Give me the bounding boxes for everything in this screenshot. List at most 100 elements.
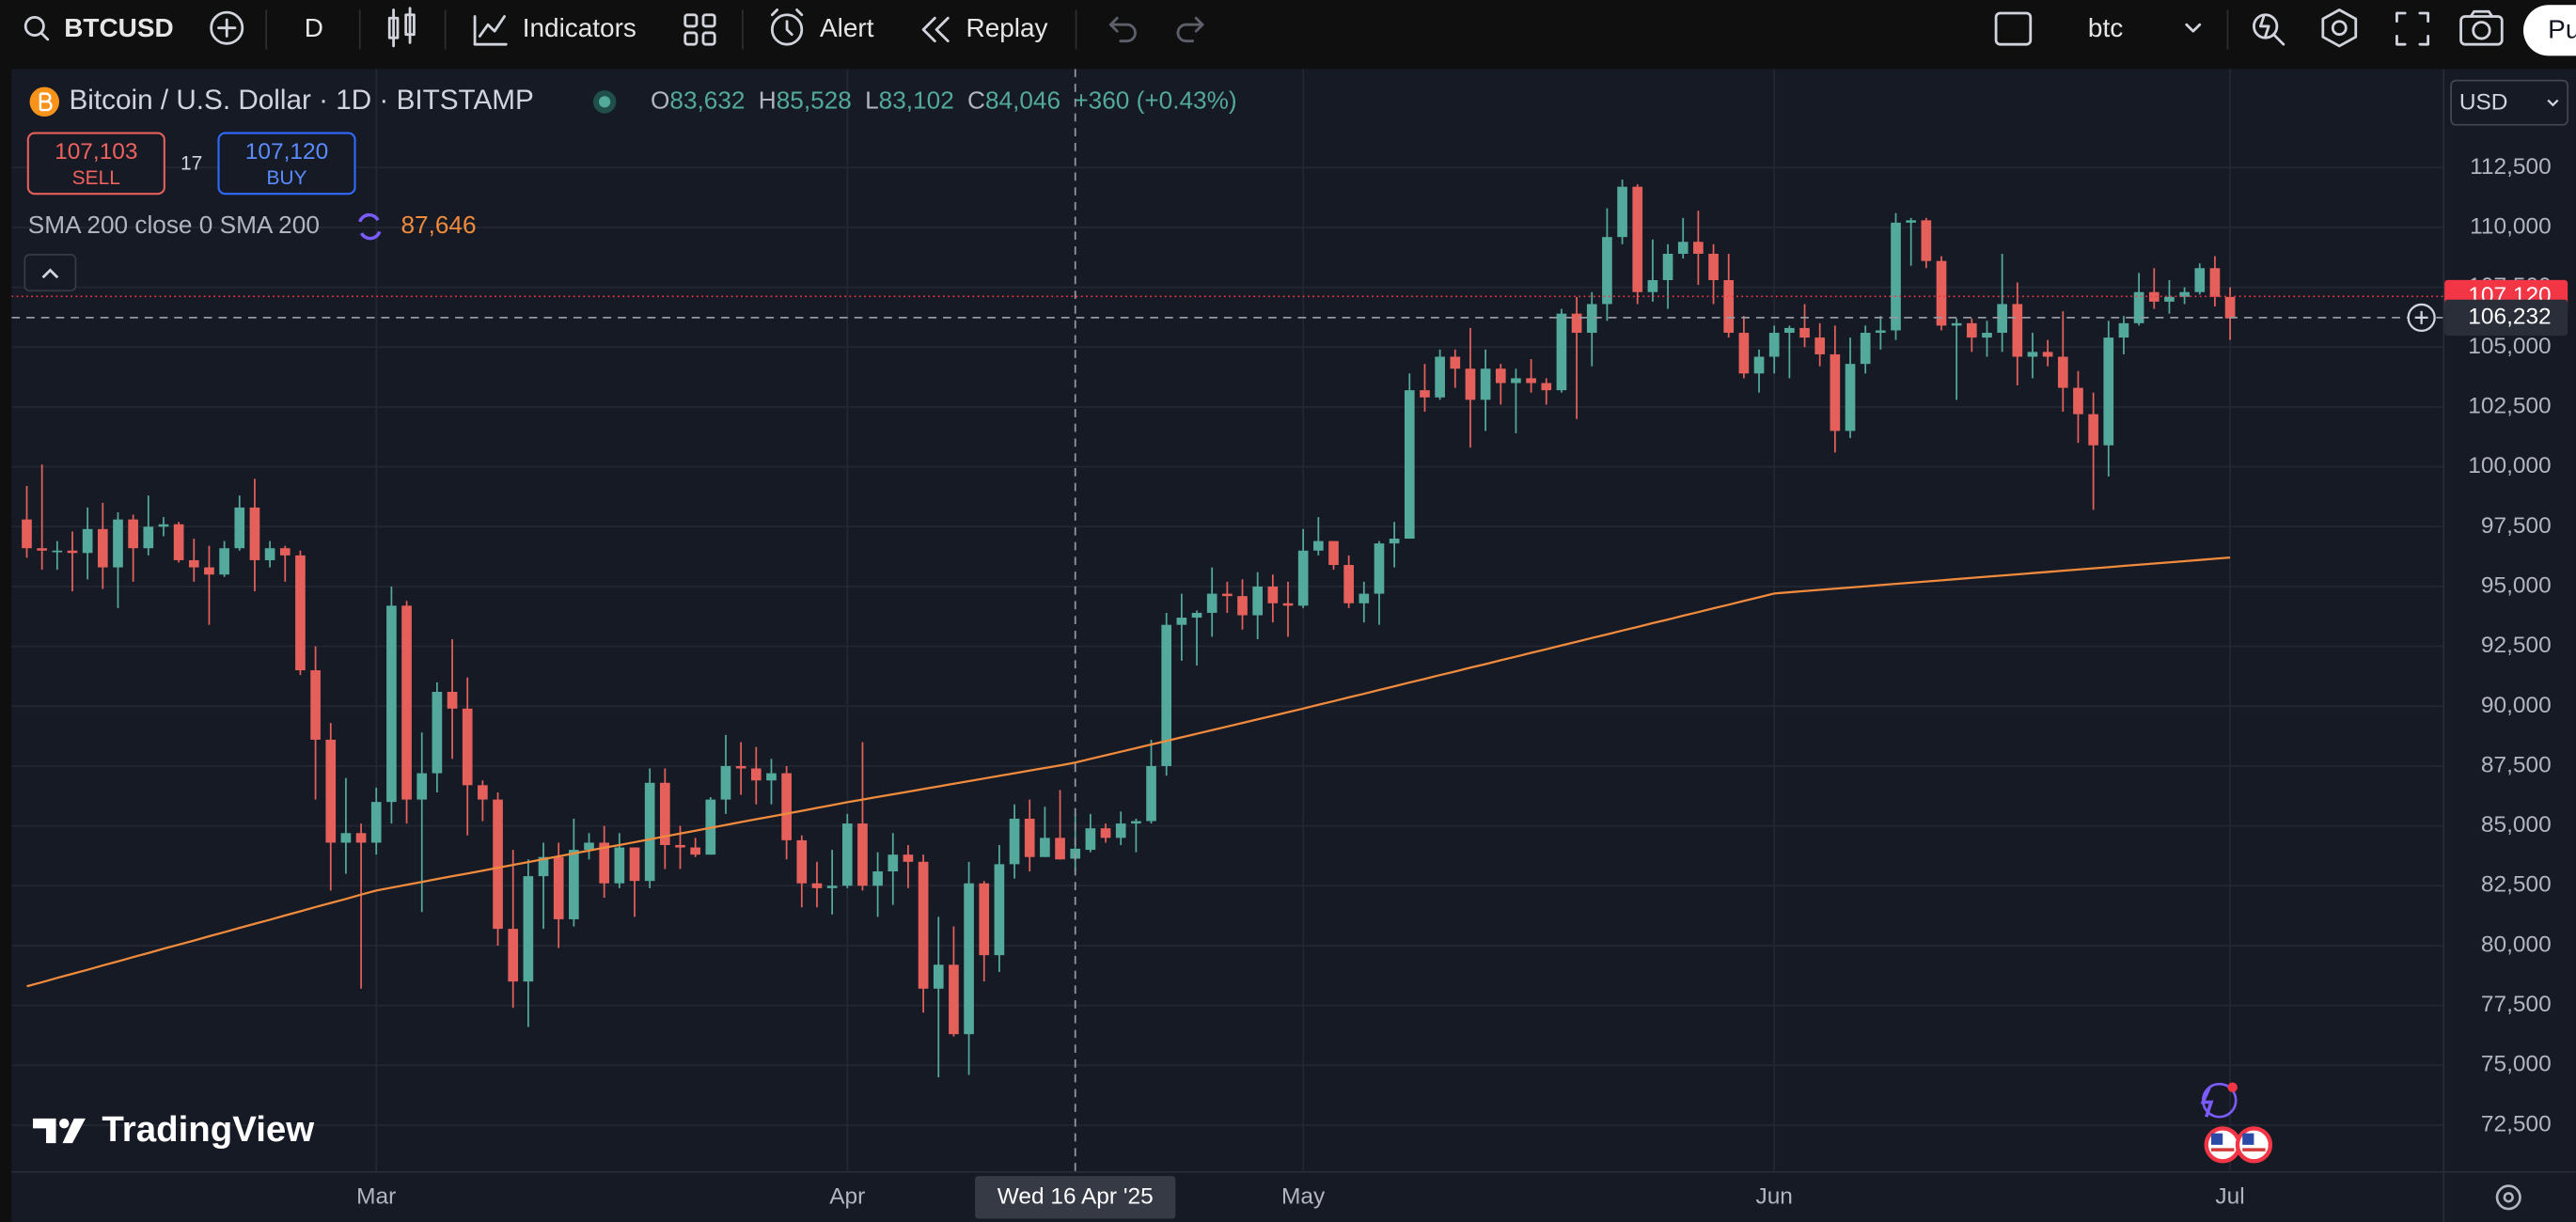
chart-pane [11, 69, 2443, 1171]
indicators-button[interactable]: Indicators [473, 13, 636, 46]
candle-body [188, 559, 199, 568]
candle-body [933, 964, 944, 989]
candle-body [1876, 330, 1886, 334]
candle-body [841, 823, 853, 886]
candle-body [1921, 220, 1932, 261]
sell-price[interactable]: 107,103 [55, 139, 137, 164]
replay-label[interactable]: Replay [966, 13, 1048, 42]
candle-body [432, 692, 443, 774]
buy-label[interactable]: BUY [266, 167, 306, 189]
events-icon[interactable] [2204, 1126, 2273, 1164]
h-label: H [759, 86, 777, 114]
candle-body [37, 548, 47, 551]
publish-label[interactable]: Pu [2548, 15, 2576, 44]
snapshot-button[interactable] [2459, 9, 2504, 46]
y-tick-label: 105,000 [2468, 334, 2551, 359]
candle-body [1206, 593, 1217, 613]
candle-body [1860, 333, 1871, 365]
sma-line [26, 556, 2231, 988]
axis-corner [2444, 1172, 2576, 1222]
candle-body [508, 929, 519, 982]
candle-body [2027, 352, 2038, 357]
candle-body [735, 765, 746, 769]
y-tick-label: 97,500 [2481, 513, 2552, 539]
ohlc: O83,632 H85,528 L83,102 C84,046 +360 (+0… [651, 86, 1237, 114]
layouts-button[interactable] [683, 13, 716, 46]
toolbar: BTCUSD D Indicators Alert Replay btc [24, 5, 2576, 56]
symbol-search[interactable]: BTCUSD [24, 13, 174, 42]
y-tick-label: 80,000 [2481, 932, 2552, 957]
x-tick-label: Jun [1755, 1183, 1792, 1209]
alert-label[interactable]: Alert [820, 13, 874, 42]
y-tick-label: 85,000 [2481, 812, 2552, 838]
candle-body [1891, 222, 1901, 331]
candle-body [1146, 765, 1156, 822]
candle-body [1541, 383, 1552, 391]
candle-body [1252, 586, 1264, 616]
currency[interactable]: USD [2459, 90, 2508, 116]
quick-search-button[interactable] [2253, 13, 2285, 46]
currency-selector[interactable]: USD [2450, 79, 2569, 126]
publish-button[interactable]: Pu [2522, 5, 2576, 56]
candle-body [1738, 333, 1750, 374]
candle-body [599, 842, 610, 884]
layout-menu[interactable]: btc [2088, 13, 2202, 42]
candle-body [523, 876, 534, 982]
candle-body [1951, 322, 1962, 326]
axis-settings[interactable] [2495, 1184, 2521, 1211]
candle-body [1115, 823, 1126, 838]
buy-button[interactable]: 107,120 BUY [217, 132, 356, 196]
candle-body [1753, 356, 1765, 374]
candle-body [1526, 378, 1536, 384]
candle-body [1784, 327, 1795, 334]
y-tick-label: 82,500 [2481, 872, 2552, 898]
settings-button[interactable] [2321, 8, 2358, 48]
y-tick-label: 72,500 [2481, 1111, 2552, 1136]
o-value: 83,632 [669, 86, 745, 114]
fullscreen-toggle[interactable] [1994, 11, 2033, 46]
alert-button[interactable]: Alert [770, 8, 874, 46]
undo-button[interactable] [1108, 16, 1137, 43]
layout-name[interactable]: btc [2088, 13, 2123, 42]
candle-body [325, 739, 337, 843]
y-tick-label: 95,000 [2481, 572, 2552, 598]
candle-body [1982, 333, 1992, 338]
candle-body [2103, 337, 2114, 446]
y-tick-label: 110,000 [2470, 213, 2552, 239]
candle-body [1040, 838, 1050, 857]
candle-body [52, 550, 63, 553]
candle-body [872, 871, 883, 886]
candle-body [2042, 352, 2053, 357]
candle-body [462, 708, 473, 786]
sell-button[interactable]: 107,103 SELL [26, 132, 165, 196]
candle-body [1328, 540, 1339, 566]
add-alert-plus [2414, 310, 2428, 324]
symbol[interactable]: BTCUSD [64, 13, 173, 42]
candle-body [2088, 414, 2098, 446]
redo-button[interactable] [1176, 16, 1204, 43]
chart-type-button[interactable] [387, 7, 416, 48]
candle-body [1708, 253, 1719, 280]
replay-button[interactable]: Replay [921, 13, 1048, 43]
candle-body [2194, 268, 2206, 292]
sell-label[interactable]: SELL [72, 167, 120, 189]
x-tick-label: Jul [2215, 1183, 2244, 1209]
candle-body [1191, 612, 1202, 619]
candle-body [370, 802, 382, 843]
crosshair-price-label: 106,232 [2468, 304, 2551, 329]
buy-price[interactable]: 107,120 [245, 139, 328, 164]
interval[interactable]: D [305, 13, 323, 42]
indicators-label[interactable]: Indicators [523, 13, 636, 42]
candle-body [2148, 291, 2160, 302]
candle-body [979, 883, 990, 956]
candle-body [416, 773, 428, 800]
candle-body [2057, 356, 2068, 388]
news-icon[interactable] [2200, 1082, 2238, 1119]
collapse-legend[interactable] [24, 253, 77, 292]
fullscreen-button[interactable] [2395, 11, 2430, 46]
compare-button[interactable] [210, 10, 244, 45]
candle-body [1845, 364, 1856, 431]
candle-body [1511, 378, 1521, 384]
y-tick-label: 92,500 [2481, 633, 2552, 658]
candle-body [1176, 618, 1187, 625]
